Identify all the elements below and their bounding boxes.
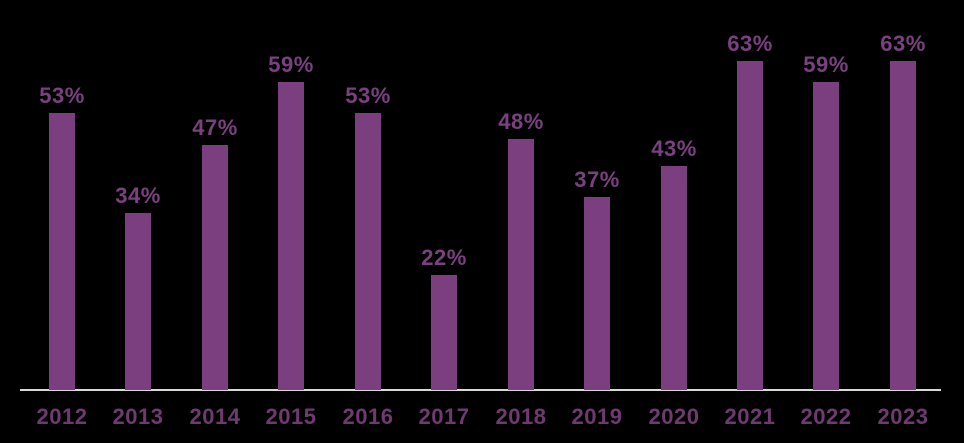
value-label-2022: 59% (803, 52, 849, 77)
bar-2017 (431, 275, 457, 390)
value-label-2020: 43% (651, 136, 697, 161)
bar-2018 (508, 139, 534, 390)
year-label-2023: 2023 (877, 404, 929, 429)
value-label-2017: 22% (421, 245, 467, 270)
value-label-2013: 34% (115, 183, 161, 208)
value-label-2012: 53% (39, 83, 85, 108)
value-label-2018: 48% (498, 109, 544, 134)
bar-2016 (355, 113, 381, 390)
bar-2015 (278, 82, 304, 390)
year-label-2022: 2022 (800, 404, 852, 429)
value-label-2023: 63% (880, 31, 926, 56)
year-label-2021: 2021 (724, 404, 776, 429)
year-label-2016: 2016 (342, 404, 394, 429)
value-label-2016: 53% (345, 83, 391, 108)
value-label-2019: 37% (574, 167, 620, 192)
year-label-2015: 2015 (265, 404, 317, 429)
value-label-2021: 63% (727, 31, 773, 56)
bar-2013 (125, 213, 151, 390)
year-label-2018: 2018 (495, 404, 547, 429)
value-label-2014: 47% (192, 115, 238, 140)
bar-2020 (661, 166, 687, 390)
bar-2023 (890, 61, 916, 390)
year-label-2014: 2014 (189, 404, 241, 429)
year-label-2013: 2013 (112, 404, 164, 429)
year-label-2020: 2020 (648, 404, 700, 429)
bar-2012 (49, 113, 75, 390)
bar-2022 (813, 82, 839, 390)
x-axis-line (20, 389, 941, 391)
year-label-2019: 2019 (571, 404, 623, 429)
bar-2019 (584, 197, 610, 390)
year-label-2017: 2017 (418, 404, 470, 429)
bar-2021 (737, 61, 763, 390)
value-label-2015: 59% (268, 52, 314, 77)
bar-2014 (202, 145, 228, 390)
year-label-2012: 2012 (36, 404, 88, 429)
